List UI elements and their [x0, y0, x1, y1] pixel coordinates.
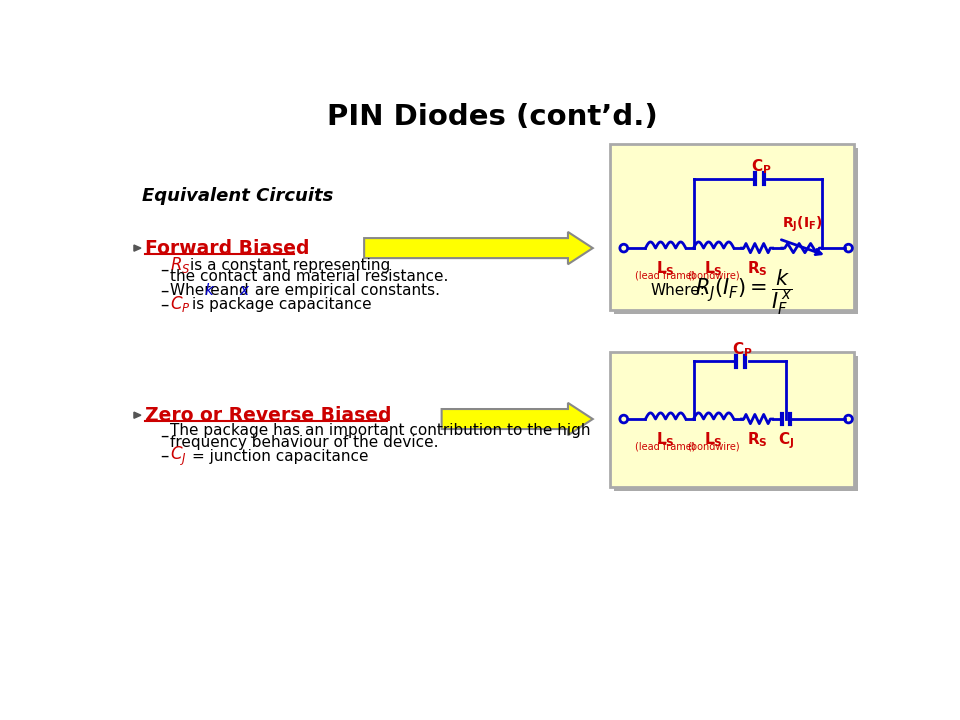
- Text: (bondwire): (bondwire): [687, 271, 740, 280]
- Text: is a constant representing: is a constant representing: [190, 258, 390, 273]
- Text: $\mathbf{R_S}$: $\mathbf{R_S}$: [747, 260, 767, 279]
- Text: PIN Diodes (cont’d.): PIN Diodes (cont’d.): [326, 103, 658, 131]
- Text: $\mathbf{R_S}$: $\mathbf{R_S}$: [747, 431, 767, 449]
- Polygon shape: [134, 245, 141, 251]
- Text: (lead frame): (lead frame): [636, 441, 696, 451]
- FancyBboxPatch shape: [610, 352, 854, 487]
- Text: Forward Biased: Forward Biased: [145, 238, 309, 258]
- Text: –: –: [160, 295, 169, 313]
- Text: $C_P$: $C_P$: [170, 294, 191, 315]
- Text: –: –: [160, 261, 169, 279]
- Text: Equivalent Circuits: Equivalent Circuits: [142, 186, 333, 204]
- Text: Where: Where: [170, 283, 225, 298]
- Polygon shape: [134, 412, 141, 418]
- Text: $\mathbf{R_J(I_F)}$: $\mathbf{R_J(I_F)}$: [781, 215, 823, 234]
- FancyBboxPatch shape: [610, 144, 854, 310]
- Text: the contact and material resistance.: the contact and material resistance.: [170, 269, 448, 284]
- Text: $k$: $k$: [204, 282, 215, 299]
- Text: $\mathbf{C_P}$: $\mathbf{C_P}$: [732, 341, 753, 359]
- Text: and: and: [214, 283, 253, 298]
- Text: frequency behaviour of the device.: frequency behaviour of the device.: [170, 435, 439, 449]
- Text: $\mathbf{L_S}$: $\mathbf{L_S}$: [657, 431, 675, 449]
- Text: $\mathbf{L_S}$: $\mathbf{L_S}$: [705, 260, 723, 279]
- Text: $\mathbf{L_S}$: $\mathbf{L_S}$: [705, 431, 723, 449]
- Text: is package capacitance: is package capacitance: [192, 297, 372, 312]
- FancyBboxPatch shape: [613, 148, 858, 313]
- Text: $R_S$: $R_S$: [170, 255, 191, 275]
- Text: (lead frame): (lead frame): [636, 271, 696, 280]
- Text: $\mathbf{L_S}$: $\mathbf{L_S}$: [657, 260, 675, 279]
- Text: –: –: [160, 447, 169, 465]
- Text: $x$: $x$: [239, 283, 251, 298]
- Text: Zero or Reverse Biased: Zero or Reverse Biased: [145, 405, 392, 425]
- Text: $\mathbf{C_J}$: $\mathbf{C_J}$: [778, 431, 794, 451]
- Text: = junction capacitance: = junction capacitance: [192, 449, 369, 464]
- Text: (bondwire): (bondwire): [687, 441, 740, 451]
- FancyArrow shape: [442, 403, 592, 435]
- Text: $R_J(I_F) = \dfrac{k}{I_F^{\,x}}$: $R_J(I_F) = \dfrac{k}{I_F^{\,x}}$: [695, 267, 793, 317]
- Text: $\mathbf{C_P}$: $\mathbf{C_P}$: [751, 158, 771, 176]
- Text: Where:: Where:: [651, 283, 706, 298]
- Text: –: –: [160, 427, 169, 445]
- Text: $C_J$: $C_J$: [170, 444, 187, 467]
- FancyBboxPatch shape: [613, 356, 858, 490]
- Text: –: –: [160, 282, 169, 300]
- FancyArrow shape: [364, 232, 592, 264]
- Text: are empirical constants.: are empirical constants.: [251, 283, 441, 298]
- Text: The package has an important contribution to the high: The package has an important contributio…: [170, 423, 590, 438]
